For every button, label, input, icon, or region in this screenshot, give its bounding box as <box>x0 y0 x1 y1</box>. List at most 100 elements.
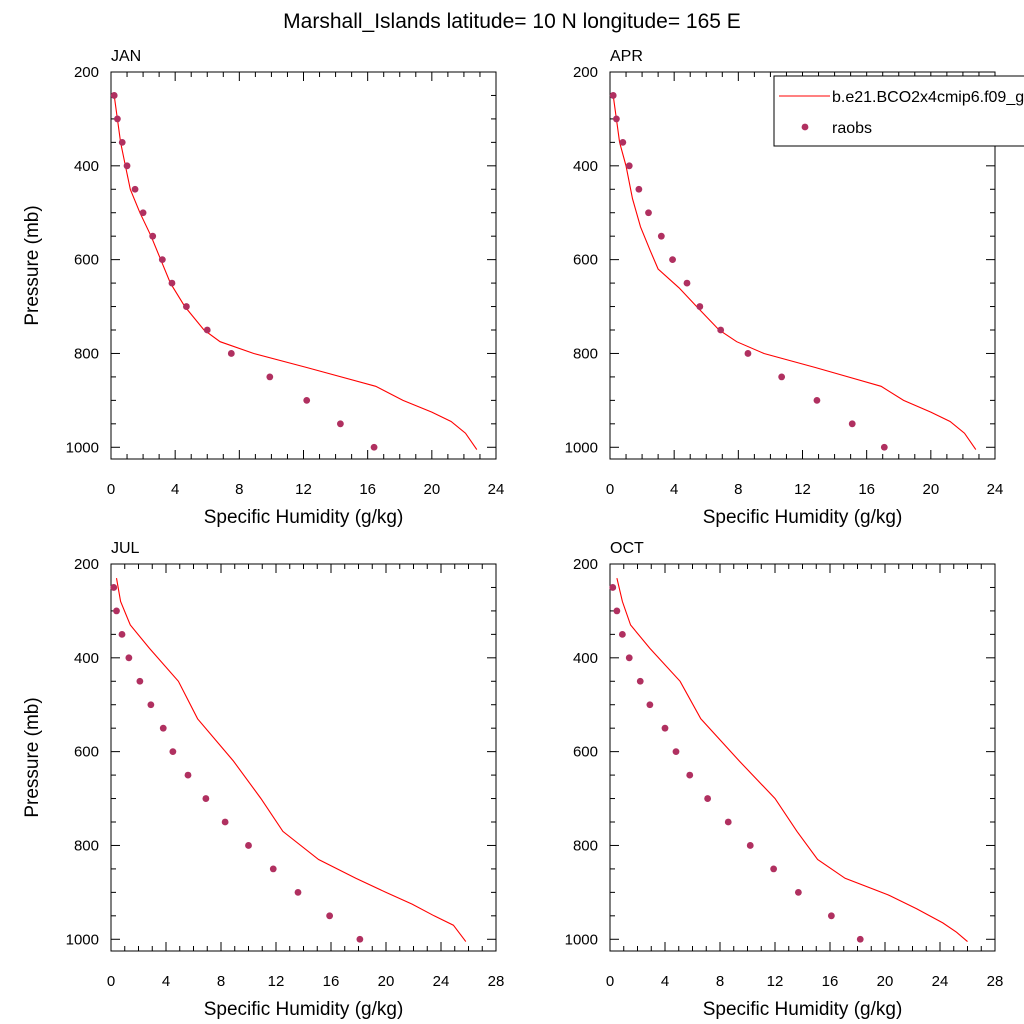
obs-point <box>619 138 627 146</box>
x-tick-label: 24 <box>488 481 505 498</box>
panel-jul: 200 400 600 800 1000 0 4 8 12 16 20 24 28 JUL Specific… <box>22 540 504 1020</box>
y-tick-label: 400 <box>74 650 99 667</box>
obs-point <box>609 92 617 99</box>
y-tick-label: 800 <box>573 837 598 854</box>
x-tick-label: 8 <box>716 973 724 990</box>
legend-box <box>773 75 1024 147</box>
obs-point <box>770 865 778 873</box>
figure-title: Marshall_Islands latitude= 10 N longitud… <box>283 10 741 33</box>
obs-point <box>657 232 665 240</box>
obs-point <box>159 724 167 732</box>
obs-point <box>168 279 176 287</box>
obs-point <box>646 701 654 709</box>
x-axis-label: Specific Humidity (g/kg) <box>703 999 903 1020</box>
obs-point <box>356 935 364 943</box>
x-tick-label: 20 <box>922 481 939 498</box>
legend: b.e21.BCO2x4cmip6.f09_g17.001raobs <box>773 75 1024 147</box>
y-tick-label: 800 <box>573 345 598 362</box>
legend-model-label: b.e21.BCO2x4cmip6.f09_g17.001 <box>832 89 1024 106</box>
y-tick-label: 600 <box>573 744 598 761</box>
obs-point <box>746 842 754 849</box>
y-tick-label: 200 <box>573 64 598 81</box>
obs-point <box>880 443 888 451</box>
obs-point <box>149 232 157 240</box>
x-axis-label: Specific Humidity (g/kg) <box>204 999 404 1020</box>
y-tick-label: 600 <box>573 252 598 269</box>
y-tick-label: 1000 <box>565 931 598 948</box>
x-tick-label: 4 <box>670 481 678 498</box>
obs-point <box>744 350 752 357</box>
panel-title: JAN <box>111 48 141 65</box>
x-tick-label: 28 <box>488 973 505 990</box>
panel-oct: 200 400 600 800 1000 0 4 8 12 16 20 24 28 OCT Specific… <box>565 540 1004 1020</box>
x-tick-label: 8 <box>235 481 243 498</box>
x-tick-label: 16 <box>822 973 839 990</box>
obs-point <box>294 888 302 896</box>
obs-point <box>609 584 617 591</box>
series-line-model <box>115 578 467 942</box>
y-tick-label: 400 <box>573 650 598 667</box>
obs-point <box>269 865 277 873</box>
y-tick-label: 200 <box>74 556 99 573</box>
obs-point <box>661 724 669 732</box>
obs-point <box>724 818 732 826</box>
x-tick-label: 12 <box>295 481 312 498</box>
legend-obs-label: raobs <box>832 120 872 137</box>
obs-point <box>110 92 118 99</box>
obs-point <box>123 162 131 170</box>
obs-point <box>131 185 139 193</box>
obs-point <box>139 209 147 217</box>
y-tick-label: 1000 <box>565 439 598 456</box>
y-tick-label: 800 <box>74 345 99 362</box>
x-tick-label: 16 <box>858 481 875 498</box>
obs-point <box>794 888 802 896</box>
x-tick-label: 0 <box>606 481 614 498</box>
x-tick-label: 0 <box>107 973 115 990</box>
y-tick-label: 600 <box>74 744 99 761</box>
y-tick-label: 1000 <box>66 931 99 948</box>
obs-point <box>125 654 133 662</box>
obs-point <box>370 443 378 451</box>
obs-point <box>704 795 712 802</box>
x-tick-label: 0 <box>107 481 115 498</box>
panel-title: JUL <box>111 540 140 557</box>
x-tick-label: 16 <box>323 973 340 990</box>
x-tick-label: 12 <box>794 481 811 498</box>
obs-point <box>147 701 155 709</box>
obs-point <box>184 771 192 779</box>
obs-point <box>635 185 643 193</box>
x-tick-label: 20 <box>877 973 894 990</box>
y-tick-label: 800 <box>74 837 99 854</box>
y-tick-label: 1000 <box>66 439 99 456</box>
obs-point <box>813 396 821 404</box>
obs-point <box>110 584 118 591</box>
y-axis-label: Pressure (mb) <box>22 697 43 817</box>
x-tick-label: 8 <box>217 973 225 990</box>
obs-point <box>326 912 334 920</box>
y-tick-label: 400 <box>573 158 598 175</box>
obs-point <box>266 373 274 381</box>
obs-point <box>686 771 694 779</box>
obs-point <box>613 607 621 615</box>
y-tick-label: 200 <box>573 556 598 573</box>
obs-point <box>778 373 786 381</box>
obs-point <box>683 279 691 287</box>
y-axis-label: Pressure (mb) <box>22 205 43 325</box>
obs-point <box>118 630 126 638</box>
obs-point <box>158 256 166 264</box>
legend-obs-swatch <box>801 123 809 131</box>
obs-point <box>696 303 704 310</box>
obs-point <box>669 256 676 264</box>
obs-point <box>114 115 121 123</box>
obs-point <box>625 162 633 170</box>
obs-point <box>672 748 680 756</box>
x-tick-label: 8 <box>734 481 742 498</box>
x-tick-label: 16 <box>359 481 376 498</box>
obs-point <box>169 748 177 756</box>
series-line-model <box>612 95 977 450</box>
x-tick-label: 0 <box>606 973 614 990</box>
panel-jan: 200 400 600 800 1000 0 4 8 12 16 20 24 JAN Specific H… <box>22 48 504 528</box>
obs-point <box>202 795 210 802</box>
